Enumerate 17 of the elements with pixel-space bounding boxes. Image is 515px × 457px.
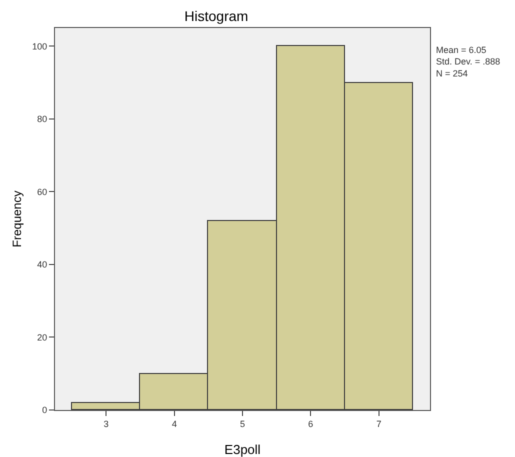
- x-tick-label: 5: [240, 418, 246, 429]
- chart-title: Histogram: [184, 8, 248, 24]
- x-axis-title: E3poll: [224, 442, 261, 457]
- text: Std. Dev. = .888: [436, 56, 500, 67]
- y-tick-label: 40: [37, 260, 48, 270]
- text: Mean = 6.05: [436, 45, 486, 55]
- x-tick-label: 7: [376, 418, 382, 429]
- x-tick-label: 4: [172, 418, 177, 429]
- x-tick-label: 3: [104, 418, 109, 429]
- y-tick-label: 100: [32, 41, 48, 52]
- y-axis-title: Frequency: [10, 190, 24, 248]
- y-tick-label: 60: [37, 186, 48, 197]
- x-tick-label: 6: [308, 418, 314, 429]
- text: N = 254: [436, 68, 468, 78]
- y-tick-label: 20: [37, 332, 48, 342]
- y-tick-label: 80: [37, 114, 48, 124]
- y-tick-label: 0: [42, 405, 48, 416]
